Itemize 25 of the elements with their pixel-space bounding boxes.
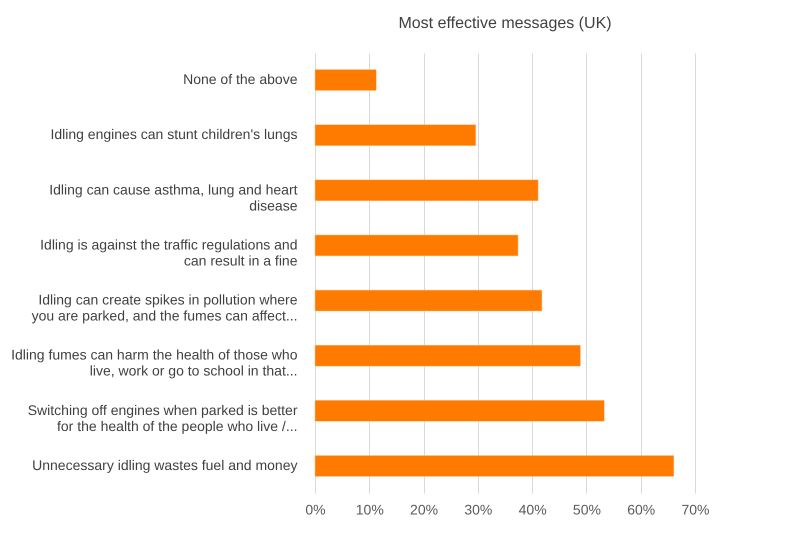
x-tick-label: 30%: [464, 502, 492, 518]
bar: [314, 455, 674, 477]
bar: [314, 69, 377, 91]
x-tick-label: 40%: [518, 502, 547, 518]
x-tick-label: 70%: [681, 502, 710, 518]
bar: [314, 344, 581, 366]
y-tick-label: Idling fumes can harm the health of those who live, work or go to school in that...: [11, 346, 298, 379]
y-tick-label: Idling is against the traffic regulations and can result in a fine: [40, 236, 298, 268]
x-tick-label: 0%: [305, 502, 326, 518]
y-tick-label: Idling can cause asthma, lung and heart disease: [49, 181, 298, 214]
bar: [314, 400, 605, 422]
x-tick-label: 60%: [627, 502, 656, 518]
bar: [314, 124, 476, 146]
y-tick-label: Idling can create spikes in pollution where you are parked, and the fumes can affect...: [32, 292, 298, 324]
x-tick-label: 20%: [410, 502, 438, 518]
chart-title: Most effective messages (UK): [398, 15, 612, 32]
bar: [314, 180, 538, 202]
x-tick-label: 10%: [356, 502, 384, 518]
y-tick-label: None of the above: [183, 71, 298, 88]
y-tick-label: Idling engines can stunt children's lungs: [50, 126, 298, 142]
bar: [314, 234, 518, 256]
x-tick-label: 50%: [572, 502, 601, 518]
y-tick-label: Switching off engines when parked is better for the health of the people who live /...: [28, 402, 298, 434]
bar: [314, 290, 542, 312]
y-tick-label: Unnecessary idling wastes fuel and money: [32, 456, 298, 473]
